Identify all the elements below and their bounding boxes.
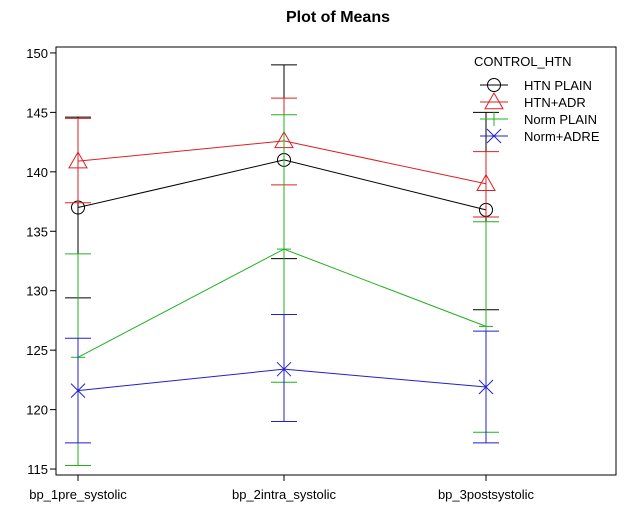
series-htn-plain: [65, 64, 499, 311]
legend-entry: HTN PLAIN: [480, 78, 592, 93]
y-tick-label: 115: [27, 462, 48, 477]
series-line: [77, 368, 487, 392]
legend-label: Norm+ADRE: [524, 129, 600, 144]
y-tick-label: 125: [26, 343, 48, 358]
data-point: [478, 379, 494, 395]
legend-title: CONTROL_HTN: [474, 54, 572, 69]
x-tick-label: bp_2intra_systolic: [232, 487, 337, 502]
series-norm-plain: [65, 114, 499, 466]
data-point: [277, 242, 291, 257]
data-point: [276, 361, 292, 377]
plot-frame: [55, 46, 617, 476]
legend-marker: [486, 128, 502, 144]
data-point: [68, 151, 88, 169]
legend: CONTROL_HTN HTN PLAIN HTN+ADR Norm PLAIN No…: [474, 54, 600, 144]
series-line: [77, 248, 487, 358]
marker-stroke: [478, 379, 494, 395]
legend-marker: [487, 112, 501, 126]
chart-title: Plot of Means: [286, 9, 390, 26]
y-tick-label: 150: [26, 46, 48, 61]
series-htn-adr: [65, 97, 499, 218]
series-layer: [65, 64, 499, 466]
legend-entry: Norm+ADRE: [480, 128, 600, 144]
y-tick-label: 145: [26, 105, 48, 120]
legend-entry: Norm PLAIN: [480, 112, 597, 127]
legend-entry: HTN+ADR: [480, 91, 586, 110]
marker-stroke: [276, 361, 292, 377]
y-tick-label: 120: [26, 403, 48, 418]
legend-label: HTN PLAIN: [524, 78, 592, 93]
y-tick-label: 135: [26, 224, 48, 239]
y-tick-label: 130: [26, 284, 48, 299]
legend-marker: [484, 91, 504, 110]
y-axis: 115 120 125 130 135 140 145 150: [26, 46, 56, 477]
x-axis: bp_1pre_systolic bp_2intra_systolic bp_3po…: [29, 475, 535, 502]
legend-label: HTN+ADR: [524, 95, 586, 110]
x-tick-label: bp_1pre_systolic: [29, 487, 127, 502]
series-norm-adre: [65, 314, 499, 444]
marker-stroke: [70, 383, 86, 398]
data-point: [476, 173, 496, 191]
y-tick-label: 140: [26, 165, 48, 180]
x-tick-label: bp_3postsystolic: [438, 487, 535, 502]
marker-stroke: [486, 128, 502, 144]
legend-label: Norm PLAIN: [524, 112, 597, 127]
data-point: [70, 383, 86, 398]
legend-marker: [487, 78, 501, 92]
